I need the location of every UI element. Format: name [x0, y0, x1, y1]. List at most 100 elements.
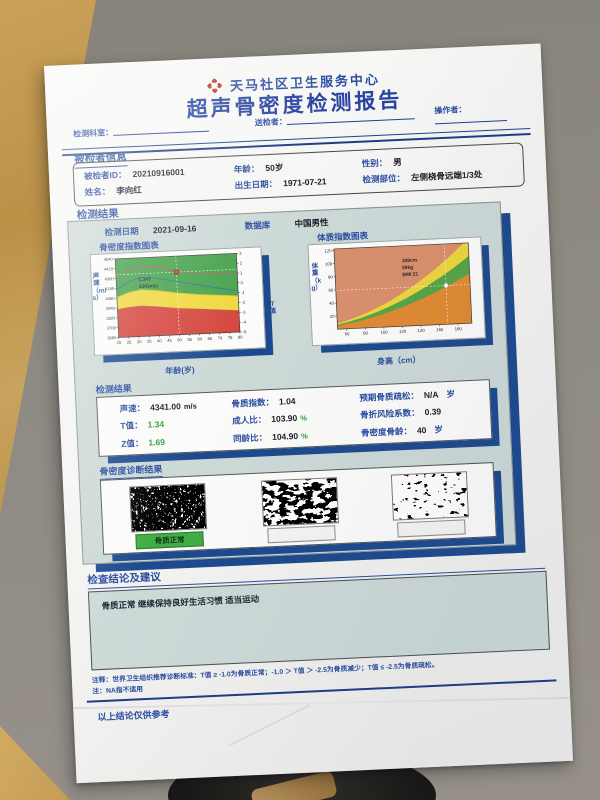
- results-panel: 检测日期 2021-09-16 数据库 中国男性 骨密度指数图表 体质指数图表 …: [67, 201, 517, 565]
- bone-label-normal: 骨质正常: [135, 531, 204, 550]
- field-underline: [113, 130, 210, 136]
- svg-text:3580: 3580: [107, 335, 117, 340]
- svg-text:80: 80: [238, 334, 243, 339]
- patient-field-id: 被检者ID： 20210916001: [83, 166, 185, 181]
- result-peer-ratio: 同龄比： 104.90%: [232, 430, 308, 444]
- bmd-chart: 1.34T4341m/s4540442043004180406039403820…: [104, 251, 248, 346]
- svg-text:75: 75: [228, 335, 233, 340]
- note-line-2: 注：NA指不适用: [92, 686, 144, 696]
- results-col-2: 骨质指数： 1.04 成人比： 103.90% 同龄比： 104.90%: [215, 387, 345, 451]
- svg-text:169cm: 169cm: [402, 258, 418, 265]
- test-date-label: 检测日期: [104, 225, 139, 238]
- svg-text:-2: -2: [241, 300, 246, 305]
- red-cross-icon: [207, 78, 222, 94]
- test-date-value: 2021-09-16: [152, 223, 197, 236]
- footer-note: 以上结论仅供参考: [97, 708, 170, 723]
- bmd-yaxis-label: 声速（m/s）: [92, 272, 107, 302]
- patient-field-age: 年龄： 50岁: [233, 161, 284, 175]
- svg-text:70: 70: [218, 335, 223, 340]
- svg-text:40: 40: [329, 301, 335, 306]
- bone-label-osteopenia: [267, 525, 336, 544]
- svg-text:80: 80: [328, 274, 334, 279]
- fold-crease: [228, 704, 310, 747]
- conclusion-text: 骨质正常 继续保持良好生活习惯 适当运动: [101, 593, 260, 611]
- svg-text:50: 50: [177, 337, 182, 342]
- field-underline: [435, 120, 507, 125]
- svg-text:80: 80: [363, 330, 369, 335]
- clinic-header: 天马社区卫生服务中心: [45, 61, 542, 103]
- report-paper: 天马社区卫生服务中心 超声骨密度检测报告 检测科室： 送检者： 操作者： 被检者…: [44, 43, 574, 784]
- results-values-box: 声速： 4341.00 m/s T值： 1.34 Z值： 1.69 骨质指数： 1.04 …: [96, 379, 493, 457]
- test-meta-row: 检测日期 2021-09-16 数据库 中国男性: [104, 216, 328, 238]
- patient-field-site: 检测部位： 左侧桡骨远端1/3处: [362, 169, 483, 185]
- svg-text:3: 3: [239, 251, 242, 256]
- svg-text:100: 100: [380, 329, 388, 334]
- result-expected-osteoporosis: 预期骨质疏松： N/A 岁: [359, 388, 456, 403]
- patient-field-birthdate: 出生日期： 1971-07-21: [234, 176, 327, 191]
- bone-sample-normal: 骨质正常: [127, 483, 210, 550]
- svg-text:60: 60: [197, 336, 202, 341]
- patient-field-name: 姓名： 李向红: [84, 185, 142, 198]
- svg-text:BMI 21: BMI 21: [402, 271, 418, 278]
- svg-text:59kg: 59kg: [402, 265, 413, 272]
- svg-text:100: 100: [325, 261, 333, 266]
- result-tvalue: T值： 1.34: [120, 418, 165, 431]
- bone-label-osteoporosis: [397, 519, 466, 538]
- header-field-operator: 操作者：: [434, 102, 518, 126]
- svg-text:25: 25: [127, 339, 132, 344]
- bmi-chart-card: 169cm 59kg BMI 21 120 100 80 60 40 20 60 80 100 120 1…: [307, 236, 486, 347]
- svg-text:-3: -3: [242, 309, 247, 314]
- svg-text:3940: 3940: [106, 306, 116, 311]
- footer-divider: [86, 679, 557, 703]
- svg-text:120: 120: [324, 248, 332, 253]
- svg-text:3820: 3820: [106, 315, 116, 320]
- svg-text:0: 0: [240, 280, 243, 285]
- result-adult-ratio: 成人比： 103.90%: [232, 412, 308, 426]
- svg-text:140: 140: [418, 328, 426, 333]
- svg-text:4300: 4300: [104, 276, 114, 281]
- bmd-taxis-label: T值: [269, 300, 277, 316]
- bmi-yaxis-label: 体重（kg）: [310, 262, 322, 292]
- results-col-1: 声速： 4341.00 m/s T值： 1.34 Z值： 1.69: [97, 393, 218, 456]
- bone-sample-osteopenia: [259, 477, 342, 544]
- result-bone-age: 骨密度骨龄： 40 岁: [360, 423, 444, 438]
- svg-text:-5: -5: [243, 329, 248, 334]
- svg-text:4180: 4180: [105, 286, 115, 291]
- svg-text:4420: 4420: [104, 266, 114, 271]
- svg-text:180: 180: [455, 326, 463, 331]
- svg-text:35: 35: [147, 339, 152, 344]
- bone-texture-image: [129, 483, 208, 533]
- result-sos: 声速： 4341.00 m/s: [119, 400, 197, 414]
- svg-text:20: 20: [117, 340, 122, 345]
- svg-text:-1: -1: [241, 290, 246, 295]
- svg-text:-4: -4: [242, 319, 247, 324]
- results-col-3: 预期骨质疏松： N/A 岁 骨折风险系数： 0.39 骨密度骨龄： 40 岁: [343, 380, 491, 445]
- svg-text:40: 40: [157, 338, 162, 343]
- bone-sample-osteoporosis: [389, 471, 472, 538]
- field-underline: [286, 118, 415, 126]
- svg-text:160: 160: [436, 327, 444, 332]
- svg-text:45: 45: [167, 338, 172, 343]
- svg-text:4341m/s: 4341m/s: [139, 283, 159, 290]
- svg-text:65: 65: [207, 336, 212, 341]
- bmd-chart-card: 1.34T 4341m/s 4540 4420 4300 4180 4060 3940 3820…: [89, 246, 267, 357]
- bmi-xaxis-label: 身高（cm）: [376, 355, 421, 367]
- result-bone-index: 骨质指数： 1.04: [231, 395, 296, 409]
- database-label: 数据库: [244, 219, 271, 232]
- result-fracture-risk: 骨折风险系数： 0.39: [359, 406, 442, 421]
- svg-text:4060: 4060: [105, 296, 115, 301]
- bone-texture-image: [261, 477, 340, 527]
- svg-text:60: 60: [329, 287, 335, 292]
- svg-text:3700: 3700: [107, 325, 117, 330]
- svg-text:1.34T: 1.34T: [138, 277, 151, 284]
- svg-text:30: 30: [137, 339, 142, 344]
- svg-text:20: 20: [330, 314, 336, 319]
- svg-text:4540: 4540: [104, 256, 114, 261]
- svg-text:2: 2: [240, 260, 243, 265]
- svg-text:120: 120: [399, 329, 407, 334]
- result-zvalue: Z值： 1.69: [120, 436, 166, 449]
- svg-text:60: 60: [345, 331, 351, 336]
- svg-text:1: 1: [240, 270, 243, 275]
